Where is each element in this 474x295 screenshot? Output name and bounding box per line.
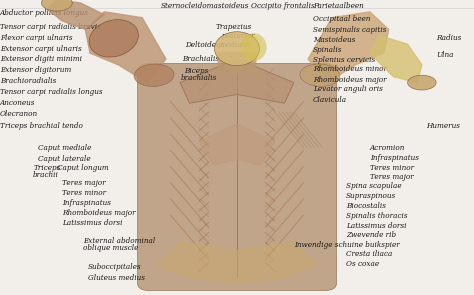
Text: Acromion: Acromion xyxy=(370,143,405,152)
Text: Teres major: Teres major xyxy=(370,173,413,181)
Text: Biceps: Biceps xyxy=(184,67,208,75)
Polygon shape xyxy=(85,12,166,83)
Text: Triceps brachial tendo: Triceps brachial tendo xyxy=(0,122,83,130)
Text: Spina scapulae: Spina scapulae xyxy=(346,182,401,191)
Text: Supraspinous: Supraspinous xyxy=(346,192,396,200)
Text: Latissimus dorsi: Latissimus dorsi xyxy=(62,219,122,227)
Polygon shape xyxy=(156,242,318,283)
FancyBboxPatch shape xyxy=(218,52,256,74)
Text: Infraspinatus: Infraspinatus xyxy=(370,154,419,162)
Polygon shape xyxy=(180,59,294,103)
Polygon shape xyxy=(370,35,422,83)
Text: Mastoideus: Mastoideus xyxy=(313,36,355,44)
Ellipse shape xyxy=(408,75,436,90)
Text: Extensor carpi ulnaris: Extensor carpi ulnaris xyxy=(0,45,82,53)
Text: Ulna: Ulna xyxy=(436,50,454,59)
Ellipse shape xyxy=(134,64,174,86)
Text: Olecranon: Olecranon xyxy=(0,110,38,119)
Text: Trapezius: Trapezius xyxy=(216,22,252,31)
Text: Inwendige schuine buikspier: Inwendige schuine buikspier xyxy=(294,241,400,249)
Text: Zwevende rib: Zwevende rib xyxy=(346,231,396,240)
Polygon shape xyxy=(47,0,104,30)
Text: Suboccipitales: Suboccipitales xyxy=(88,263,141,271)
Text: Parietaalbeen: Parietaalbeen xyxy=(313,2,364,10)
Text: posterior: posterior xyxy=(221,32,255,40)
Ellipse shape xyxy=(240,33,266,61)
Text: Spinalis thoracis: Spinalis thoracis xyxy=(346,212,408,220)
Text: Caput mediale: Caput mediale xyxy=(38,144,91,152)
Text: Abductor pollicis longus: Abductor pollicis longus xyxy=(0,9,89,17)
Ellipse shape xyxy=(300,64,340,86)
Text: anterior: anterior xyxy=(218,50,248,59)
Text: Spinalis: Spinalis xyxy=(313,45,342,54)
Text: Rhomboideus major: Rhomboideus major xyxy=(62,209,135,217)
Text: Teres minor: Teres minor xyxy=(62,189,106,197)
Text: Caput laterale: Caput laterale xyxy=(38,155,91,163)
Text: Radius: Radius xyxy=(436,34,462,42)
Text: Levator anguli oris: Levator anguli oris xyxy=(313,85,383,93)
Text: Extensor digitorum: Extensor digitorum xyxy=(0,66,71,74)
Text: Semispinalis capitis: Semispinalis capitis xyxy=(313,25,386,34)
Text: Occipitaal been: Occipitaal been xyxy=(313,15,370,23)
Text: Latissimus dorsi: Latissimus dorsi xyxy=(346,222,407,230)
Text: Sternocleidomastoideus: Sternocleidomastoideus xyxy=(161,2,250,10)
Text: brachii: brachii xyxy=(33,171,59,179)
Text: Anconeus: Anconeus xyxy=(0,99,36,107)
Text: Splenius cervicis: Splenius cervicis xyxy=(313,55,375,64)
Ellipse shape xyxy=(41,0,72,11)
Text: medialis: medialis xyxy=(219,41,250,49)
Text: Infraspinatus: Infraspinatus xyxy=(62,199,110,207)
Text: Gluteus medius: Gluteus medius xyxy=(88,274,145,282)
Text: Triceps: Triceps xyxy=(33,164,61,172)
Text: Os coxae: Os coxae xyxy=(346,260,379,268)
Text: Brachioradialis: Brachioradialis xyxy=(0,77,56,85)
Text: Humerus: Humerus xyxy=(427,122,461,130)
Text: Brachialis: Brachialis xyxy=(182,55,219,63)
Text: Teres major: Teres major xyxy=(62,179,105,188)
Polygon shape xyxy=(308,12,389,83)
Text: Extensor digiti minimi: Extensor digiti minimi xyxy=(0,55,82,63)
Text: Caput longum: Caput longum xyxy=(57,164,109,172)
Text: Deltoideus: Deltoideus xyxy=(185,41,224,49)
Text: oblique muscle: oblique muscle xyxy=(83,244,138,253)
Ellipse shape xyxy=(214,32,259,66)
Text: Rhomboideus major: Rhomboideus major xyxy=(313,76,386,84)
Text: External abdominal: External abdominal xyxy=(83,237,155,245)
Text: Cresta iliaca: Cresta iliaca xyxy=(346,250,392,258)
Text: Biocostalis: Biocostalis xyxy=(346,202,386,210)
Ellipse shape xyxy=(89,20,138,57)
Text: Tensor carpi radialis brevis: Tensor carpi radialis brevis xyxy=(0,22,101,31)
Text: Rhomboideus minor: Rhomboideus minor xyxy=(313,65,387,73)
Text: Occipito frontalis: Occipito frontalis xyxy=(251,2,315,10)
Text: Teres minor: Teres minor xyxy=(370,163,414,172)
FancyBboxPatch shape xyxy=(137,63,337,291)
Text: Clavicula: Clavicula xyxy=(313,96,347,104)
Polygon shape xyxy=(199,124,275,165)
Text: Tensor carpi radialis longus: Tensor carpi radialis longus xyxy=(0,88,103,96)
Text: Flexor carpi ulnaris: Flexor carpi ulnaris xyxy=(0,34,73,42)
Text: brachialis: brachialis xyxy=(181,74,218,82)
